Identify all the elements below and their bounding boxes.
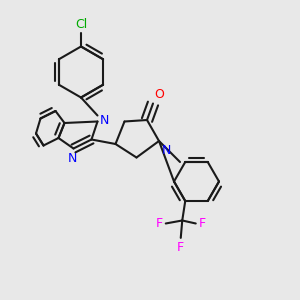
Text: Cl: Cl <box>75 19 87 32</box>
Text: F: F <box>156 217 163 230</box>
Text: N: N <box>100 113 109 127</box>
Text: O: O <box>154 88 164 101</box>
Text: N: N <box>67 152 77 164</box>
Text: F: F <box>177 241 184 254</box>
Text: F: F <box>199 217 206 230</box>
Text: N: N <box>161 144 171 157</box>
